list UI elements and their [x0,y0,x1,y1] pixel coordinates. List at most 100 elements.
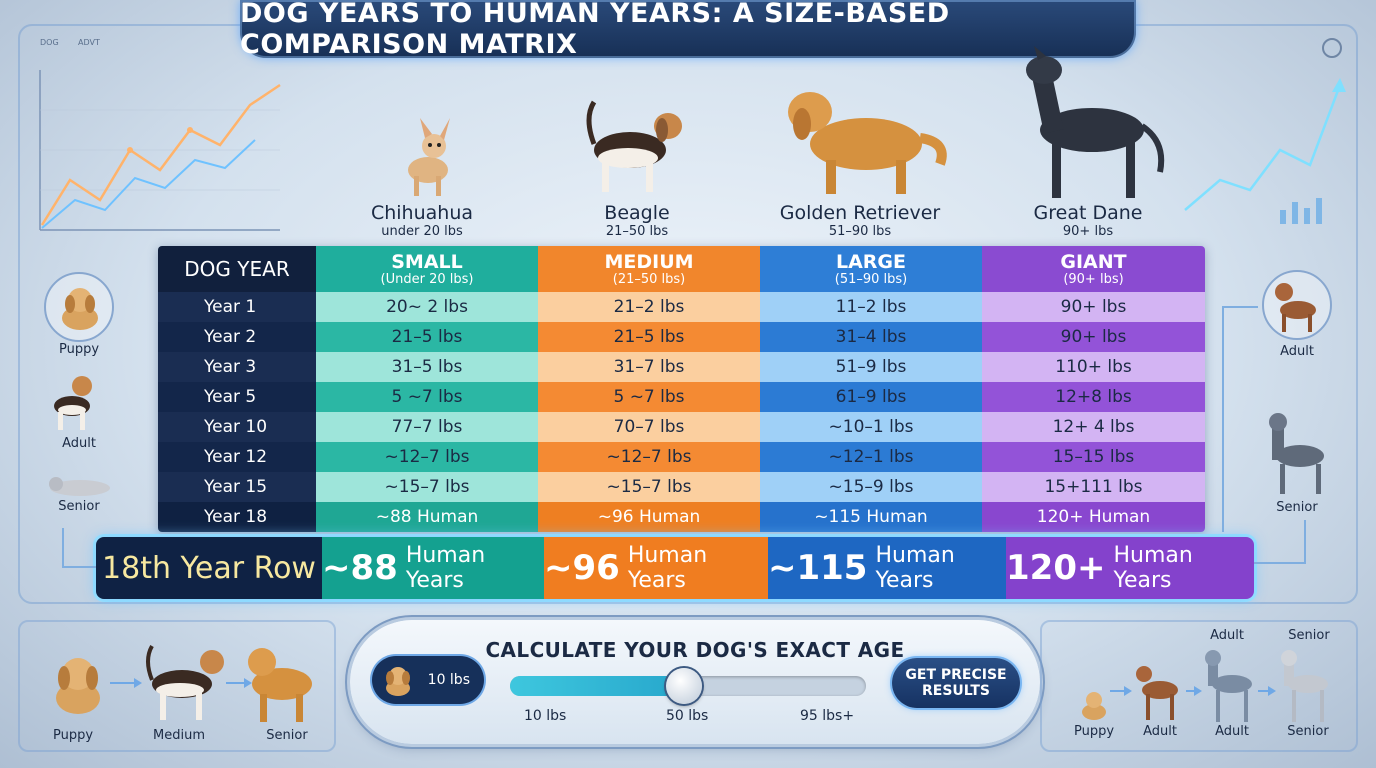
selected-weight-pill[interactable]: 10 lbs [372,656,484,704]
table-cell-year: Year 3 [158,352,316,382]
table-cell-medium: ~12–7 lbs [538,442,760,472]
header-giant-label: GIANT [1060,250,1127,273]
highlight-large-value: ~115 [768,548,868,588]
header-small-sub: (Under 20 lbs) [380,271,474,287]
header-dog-year: DOG YEAR [158,246,316,292]
puppy-icon [386,667,410,696]
left-stage-senior: Senior [58,499,100,514]
calculator-title: CALCULATE YOUR DOG'S EXACT AGE [485,638,905,662]
highlight-giant-value: 120+ [1006,548,1106,588]
table-cell-giant: 12+8 lbs [982,382,1205,412]
bottom-right-label-puppy: Puppy [1073,724,1115,739]
table-cell-medium: 31–7 lbs [538,352,760,382]
slider-handle[interactable] [666,668,703,704]
table-cell-medium: ~15–7 lbs [538,472,760,502]
corner-label-2: ADVT [78,38,100,47]
highlight-medium: ~96 Human Years [544,537,768,599]
bottom-left-label-senior: Senior [266,728,308,743]
adult-beagle-icon [54,376,92,430]
age-calculator: CALCULATE YOUR DOG'S EXACT AGE 10 lbs 10… [350,620,1040,744]
table-cell-medium: 5 ~7 lbs [538,382,760,412]
table-cell-large: ~15–9 lbs [760,472,982,502]
title-banner: DOG YEARS TO HUMAN YEARS: A SIZE-BASED C… [240,0,1136,60]
medium-beagle-icon [146,645,224,720]
connector-left [62,528,96,568]
puppy-icon [62,288,98,330]
header-large: LARGE (51–90 lbs) [760,246,982,292]
get-precise-results-button[interactable]: GET PRECISE RESULTS [892,658,1020,708]
bottom-right-label-adult-1: Adult [1143,724,1177,739]
table-cell-large: ~12–1 lbs [760,442,982,472]
header-medium-sub: (21–50 lbs) [612,271,686,287]
breed-weight: 90+ lbs [1062,224,1114,239]
page-title: DOG YEARS TO HUMAN YEARS: A SIZE-BASED C… [240,0,950,60]
header-giant-sub: (90+ lbs) [1063,271,1124,287]
golden-retriever-icon [788,92,947,194]
bottom-right-label-adult-2: Adult [1215,724,1249,739]
table-cell-medium: 21–5 lbs [538,322,760,352]
highlight-row: 18th Year Row ~88 Human Years ~96 Human … [96,537,1254,599]
table-cell-giant: 90+ lbs [982,292,1205,322]
arrow-icon [226,678,252,688]
connector-right-top [1222,306,1258,532]
table-cell-small: ~88 Human [316,502,538,532]
table-cell-giant: 12+ 4 lbs [982,412,1205,442]
table-cell-large: 61–9 lbs [760,382,982,412]
slider-tick-min: 10 lbs [524,708,567,724]
senior-great-dane-icon [1269,413,1324,494]
table-cell-giant: 15–15 lbs [982,442,1205,472]
header-large-label: LARGE [835,250,907,273]
header-medium: MEDIUM (21–50 lbs) [538,246,760,292]
table-cell-small: 21–5 lbs [316,322,538,352]
table-cell-large: 31–4 lbs [760,322,982,352]
breed-chihuahua: Chihuahua under 20 lbs [352,202,492,239]
highlight-large-unit: Human Years [875,543,955,593]
left-stage-puppy: Puppy [58,342,100,357]
adult-stage-circle [1262,270,1332,340]
great-dane-icon [1026,46,1165,198]
arrow-icon [1110,686,1132,696]
breed-weight: 21–50 lbs [605,224,669,239]
table-cell-year: Year 1 [158,292,316,322]
breed-name: Golden Retriever [779,202,941,224]
breed-great-dane: Great Dane 90+ lbs [1018,202,1158,239]
corner-label-1: DOG [40,38,59,47]
table-cell-small: ~12–7 lbs [316,442,538,472]
right-stage-adult: Adult [1280,344,1314,359]
arrow-icon [1258,686,1276,696]
senior-sleeping-dog-icon [49,477,110,496]
slider-tick-mid: 50 lbs [666,708,709,724]
adult-dog-icon [1275,283,1316,332]
table-cell-large: 51–9 lbs [760,352,982,382]
bottom-right-top-label-adult: Adult [1210,628,1244,643]
header-large-sub: (51–90 lbs) [834,271,908,287]
highlight-small-unit: Human Years [405,543,486,593]
weight-slider[interactable] [510,668,866,704]
gear-icon [1322,38,1342,58]
slider-fill [510,676,685,696]
breed-golden-retriever: Golden Retriever 51–90 lbs [770,202,950,239]
header-small-label: SMALL [391,250,463,273]
table-cell-giant: 120+ Human [982,502,1205,532]
left-stage-adult: Adult [62,436,96,451]
breed-weight: 51–90 lbs [828,224,892,239]
table-cell-medium: 70–7 lbs [538,412,760,442]
comparison-table: DOG YEAR SMALL (Under 20 lbs) MEDIUM (21… [158,246,1205,532]
table-cell-small: 77–7 lbs [316,412,538,442]
table-cell-medium: ~96 Human [538,502,760,532]
breed-beagle: Beagle 21–50 lbs [567,202,707,239]
arrow-icon [110,678,142,688]
highlight-medium-unit: Human Years [627,543,708,593]
right-stage-senior: Senior [1276,500,1318,515]
senior-golden-icon [248,648,312,722]
arrow-icon [1186,686,1202,696]
puppy-icon [1082,692,1106,720]
puppy-stage-circle [44,272,114,342]
table-cell-year: Year 2 [158,322,316,352]
highlight-giant: 120+ Human Years [1006,537,1254,599]
header-giant: GIANT (90+ lbs) [982,246,1205,292]
slider-tick-max: 95 lbs+ [800,708,855,724]
highlight-large: ~115 Human Years [768,537,1006,599]
connector-right-bottom [1254,520,1306,564]
breed-name: Great Dane [1033,202,1143,224]
